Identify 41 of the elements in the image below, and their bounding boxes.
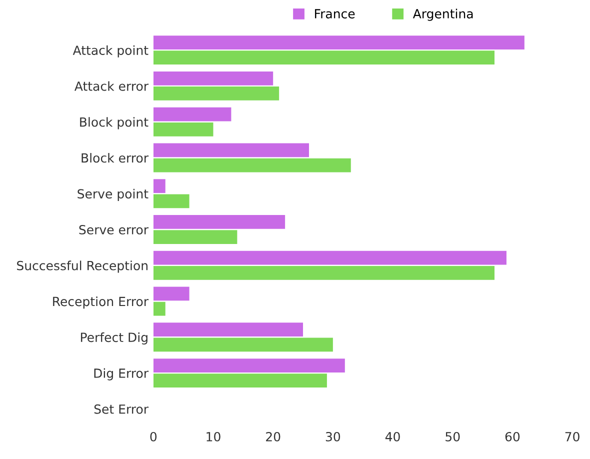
bar bbox=[153, 194, 190, 208]
y-tick-label: Perfect Dig bbox=[80, 332, 148, 345]
legend-label: France bbox=[315, 9, 355, 18]
bar bbox=[153, 338, 333, 352]
x-tick-label: 60 bbox=[505, 432, 520, 442]
y-tick-label: Block error bbox=[82, 152, 149, 163]
y-tick-label: Dig Error bbox=[94, 368, 149, 380]
y-tick-label: Attack error bbox=[74, 81, 149, 91]
bar bbox=[153, 286, 190, 301]
y-tick-label: Reception Error bbox=[53, 296, 149, 309]
bar bbox=[153, 358, 345, 372]
y-tick-label: Serve point bbox=[78, 188, 148, 201]
x-tick-label: 70 bbox=[565, 432, 580, 442]
bar bbox=[153, 215, 286, 229]
bar bbox=[153, 250, 506, 265]
x-tick-label: 40 bbox=[385, 432, 400, 442]
y-tick-label: Set Error bbox=[94, 404, 149, 414]
y-tick-label: Attack point bbox=[72, 45, 148, 58]
bar bbox=[153, 122, 214, 136]
bar bbox=[153, 230, 238, 244]
bar bbox=[153, 50, 495, 65]
bar bbox=[153, 374, 327, 388]
x-tick-label: 20 bbox=[266, 432, 280, 442]
x-tick-label: 50 bbox=[446, 432, 460, 442]
bar bbox=[153, 143, 309, 158]
y-tick-label: Serve error bbox=[79, 224, 149, 234]
x-tick-label: 0 bbox=[150, 432, 157, 442]
bar bbox=[153, 158, 351, 172]
bar bbox=[153, 86, 280, 100]
bar bbox=[153, 107, 232, 122]
x-tick-label: 10 bbox=[206, 432, 220, 442]
x-tick-label: 30 bbox=[326, 432, 340, 442]
legend-label: Argentina bbox=[412, 8, 473, 21]
bar bbox=[153, 302, 166, 316]
y-tick-label: Block point bbox=[80, 117, 148, 130]
bar bbox=[153, 179, 166, 194]
y-tick-label: Successful Reception bbox=[17, 260, 148, 273]
bar bbox=[153, 71, 274, 86]
bar bbox=[153, 322, 304, 337]
bar bbox=[153, 266, 495, 280]
bar bbox=[153, 36, 524, 50]
